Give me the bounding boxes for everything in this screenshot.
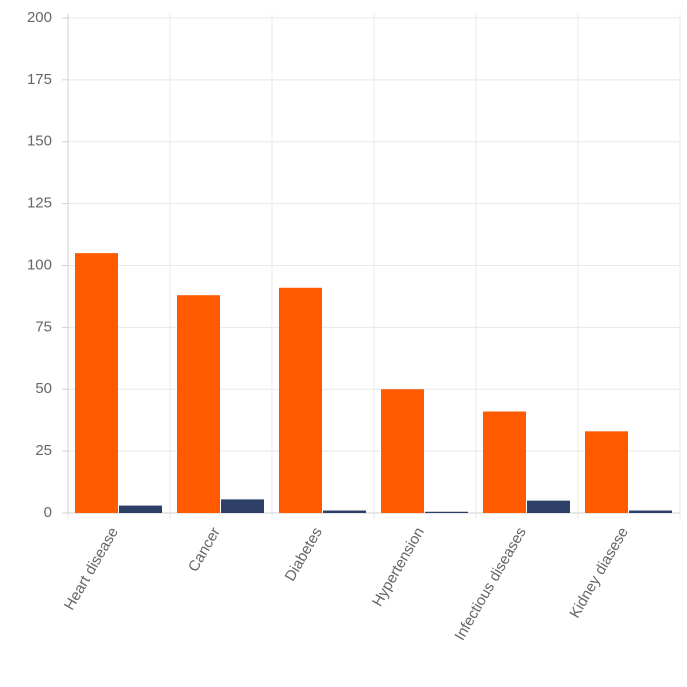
- y-tick-label: 50: [35, 380, 52, 397]
- bar: [279, 287, 322, 513]
- bar: [381, 389, 424, 513]
- x-tick-label: Infectious diseases: [451, 524, 530, 643]
- y-tick-label: 150: [27, 133, 52, 150]
- x-tick-label: Cancer: [185, 524, 224, 574]
- y-tick-label: 25: [35, 442, 52, 459]
- y-tick-label: 75: [35, 318, 52, 335]
- bar: [221, 499, 264, 513]
- x-tick-label: Diabetes: [282, 524, 326, 584]
- bar: [483, 411, 526, 513]
- y-tick-label: 100: [27, 256, 52, 273]
- y-tick-label: 175: [27, 71, 52, 88]
- bar: [585, 431, 628, 513]
- bar: [75, 253, 118, 513]
- bar: [323, 510, 366, 513]
- bar: [629, 510, 672, 513]
- bar: [425, 511, 468, 513]
- y-tick-label: 125: [27, 195, 52, 212]
- y-tick-label: 200: [27, 9, 52, 26]
- bar: [177, 295, 220, 513]
- x-tick-label: Hypertension: [369, 524, 428, 609]
- bar: [527, 500, 570, 513]
- bar: [119, 505, 162, 513]
- x-tick-label: Heart disease: [61, 524, 122, 613]
- x-tick-label: Kidney diasese: [566, 524, 632, 621]
- y-tick-label: 0: [44, 504, 52, 521]
